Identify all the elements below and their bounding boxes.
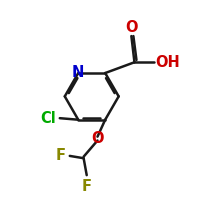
Text: OH: OH — [155, 55, 180, 70]
Text: O: O — [91, 131, 104, 146]
Text: F: F — [56, 148, 66, 163]
Text: Cl: Cl — [40, 111, 56, 126]
Text: F: F — [82, 179, 92, 194]
Text: N: N — [72, 65, 84, 80]
Text: O: O — [125, 20, 138, 35]
